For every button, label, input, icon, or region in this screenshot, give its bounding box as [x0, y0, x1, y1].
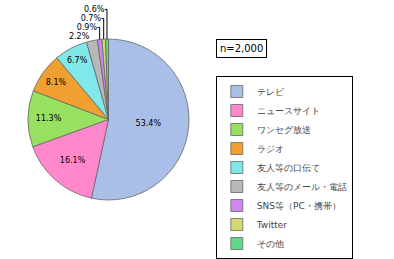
- svg-text:友人等のメール・電話: 友人等のメール・電話: [257, 182, 347, 192]
- svg-text:6.7%: 6.7%: [67, 56, 88, 65]
- svg-text:0.7%: 0.7%: [81, 14, 102, 23]
- svg-text:2.2%: 2.2%: [69, 32, 90, 41]
- svg-text:0.9%: 0.9%: [77, 23, 98, 32]
- svg-text:16.1%: 16.1%: [60, 156, 86, 165]
- svg-text:その他: その他: [257, 239, 284, 249]
- svg-text:ニュースサイト: ニュースサイト: [257, 106, 320, 116]
- svg-text:ラジオ: ラジオ: [257, 144, 284, 154]
- svg-text:0.6%: 0.6%: [84, 5, 105, 14]
- svg-text:Twitter: Twitter: [256, 220, 287, 230]
- svg-text:n=2,000: n=2,000: [220, 43, 263, 54]
- svg-text:8.1%: 8.1%: [46, 78, 67, 87]
- svg-text:SNS等（PC・携帯）: SNS等（PC・携帯）: [257, 201, 341, 211]
- svg-text:テレビ: テレビ: [257, 87, 285, 97]
- svg-text:53.4%: 53.4%: [136, 119, 162, 128]
- svg-text:11.3%: 11.3%: [36, 114, 62, 123]
- svg-text:友人等の口伝て: 友人等の口伝て: [257, 163, 320, 173]
- svg-text:ワンセグ放送: ワンセグ放送: [257, 125, 311, 135]
